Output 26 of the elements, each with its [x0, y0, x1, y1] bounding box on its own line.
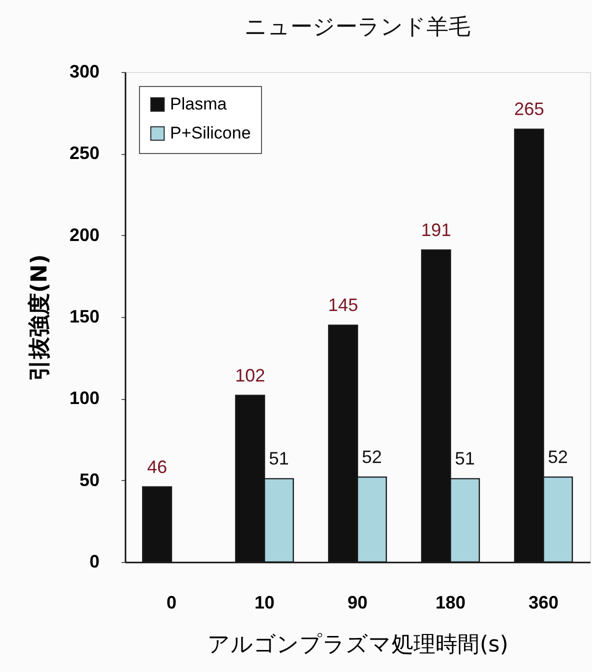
data-label: 52 [548, 447, 568, 468]
data-label: 46 [147, 456, 168, 477]
y-tick-label: 200 [69, 224, 100, 245]
legend-label: Plasma [170, 94, 228, 114]
y-axis-title: 引抜強度(N) [26, 254, 52, 381]
x-tick-label: 180 [435, 592, 466, 612]
x-tick-label: 10 [254, 592, 275, 612]
y-tick-label: 100 [69, 388, 100, 408]
y-tick-label: 50 [79, 470, 100, 490]
y-tick-label: 150 [69, 306, 100, 326]
legend-label: P+Silicone [170, 124, 251, 142]
data-label: 265 [514, 99, 544, 120]
data-label: 51 [268, 448, 289, 469]
data-label: 51 [454, 448, 475, 469]
data-label: 52 [362, 447, 382, 468]
y-tick-label: 0 [89, 552, 100, 572]
data-label: 191 [421, 220, 452, 240]
data-label: 145 [328, 295, 358, 316]
chart-title: ニュージーランド羊毛 [244, 15, 470, 40]
y-tick-label: 300 [69, 62, 100, 82]
data-label: 102 [235, 365, 266, 386]
x-tick-label: 360 [528, 592, 559, 612]
x-tick-label: 0 [166, 592, 177, 612]
x-tick-label: 90 [347, 592, 368, 612]
y-tick-label: 250 [69, 143, 100, 164]
x-axis-title: アルゴンプラズマ処理時間(s) [208, 632, 508, 658]
